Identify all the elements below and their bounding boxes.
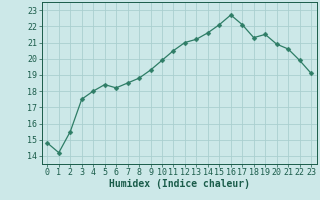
X-axis label: Humidex (Indice chaleur): Humidex (Indice chaleur) (109, 179, 250, 189)
